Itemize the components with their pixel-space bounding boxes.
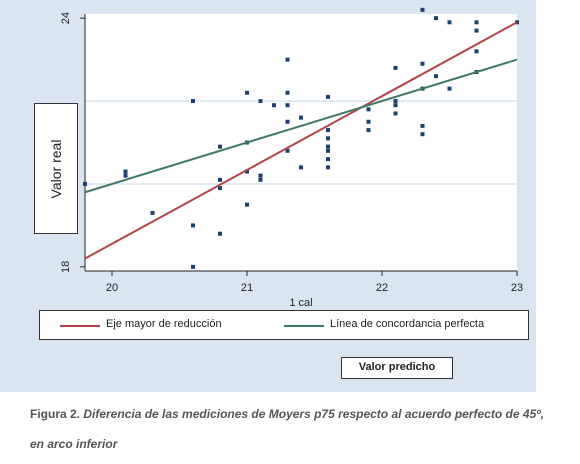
data-point-32 (326, 128, 330, 133)
data-point-41 (420, 123, 425, 128)
x-tick-label-2: 22 (376, 282, 388, 294)
data-point-30 (326, 157, 330, 162)
y-axis-label-box: Valor real (34, 103, 78, 234)
data-point-14 (245, 202, 249, 207)
data-point-51 (474, 49, 479, 54)
data-point-13 (245, 169, 249, 174)
data-point-31 (326, 165, 330, 170)
data-point-42 (420, 132, 425, 137)
data-point-15 (258, 99, 263, 104)
scatter-chart: 20 21 22 23 18 24 1 cal (60, 7, 523, 309)
data-point-2 (123, 173, 128, 178)
data-point-45 (434, 74, 438, 79)
plot-area (85, 14, 517, 271)
x-tick-label-1: 21 (241, 282, 253, 294)
data-point-11 (245, 90, 249, 95)
figure-caption: Figura 2. Diferencia de las mediciones d… (30, 399, 550, 459)
legend-label-reduccion: Eje mayor de reducción (106, 318, 222, 330)
data-point-6 (191, 264, 195, 269)
data-point-5 (191, 223, 195, 228)
valor-predicho-box: Valor predicho (341, 357, 453, 379)
data-point-36 (393, 99, 398, 104)
y-tick-label-0: 18 (60, 261, 72, 273)
data-point-18 (272, 103, 276, 108)
data-point-3 (150, 210, 155, 215)
legend-label-concordancia: Línea de concordancia perfecta (330, 318, 485, 330)
valor-predicho-label: Valor predicho (358, 361, 436, 373)
series-line-0 (84, 21, 518, 260)
data-point-9 (218, 186, 222, 191)
data-point-25 (299, 165, 303, 170)
y-tick-label-1: 24 (60, 12, 72, 24)
data-point-26 (326, 94, 330, 99)
data-point-38 (393, 111, 398, 116)
data-point-0 (83, 181, 87, 186)
data-point-17 (258, 177, 263, 182)
data-point-49 (474, 20, 479, 25)
x-tick-label-3: 23 (511, 282, 523, 294)
data-point-22 (285, 119, 290, 124)
data-point-21 (285, 103, 290, 108)
data-point-19 (285, 57, 290, 62)
data-point-47 (447, 86, 452, 91)
data-point-1 (123, 169, 128, 174)
x-tick-label-0: 20 (106, 282, 118, 294)
data-point-10 (218, 231, 222, 236)
data-point-27 (326, 136, 330, 141)
data-point-48 (447, 20, 452, 25)
data-point-44 (420, 61, 425, 66)
data-point-29 (326, 148, 330, 153)
series-line-1 (84, 58, 518, 194)
data-point-4 (191, 99, 195, 104)
y-axis-label: Valor real (48, 139, 64, 198)
data-point-20 (285, 90, 290, 95)
data-point-50 (474, 28, 479, 33)
data-point-46 (434, 16, 438, 21)
data-point-43 (420, 7, 425, 12)
data-point-33 (366, 107, 371, 112)
legend: Eje mayor de reducción Línea de concorda… (39, 310, 529, 340)
data-point-34 (366, 119, 371, 124)
x-axis-label: 1 cal (289, 297, 312, 309)
data-point-23 (285, 148, 290, 153)
caption-prefix: Figura 2. (30, 407, 84, 421)
data-point-39 (393, 65, 398, 70)
legend-line-concordancia (284, 325, 324, 327)
caption-text: Diferencia de las mediciones de Moyers p… (30, 407, 544, 451)
data-point-16 (258, 173, 263, 178)
data-point-28 (326, 144, 330, 149)
data-point-37 (393, 103, 398, 108)
data-point-7 (218, 144, 222, 149)
data-point-8 (218, 177, 222, 182)
legend-line-reduccion (60, 325, 100, 327)
data-point-24 (299, 115, 303, 120)
data-point-35 (366, 128, 371, 133)
